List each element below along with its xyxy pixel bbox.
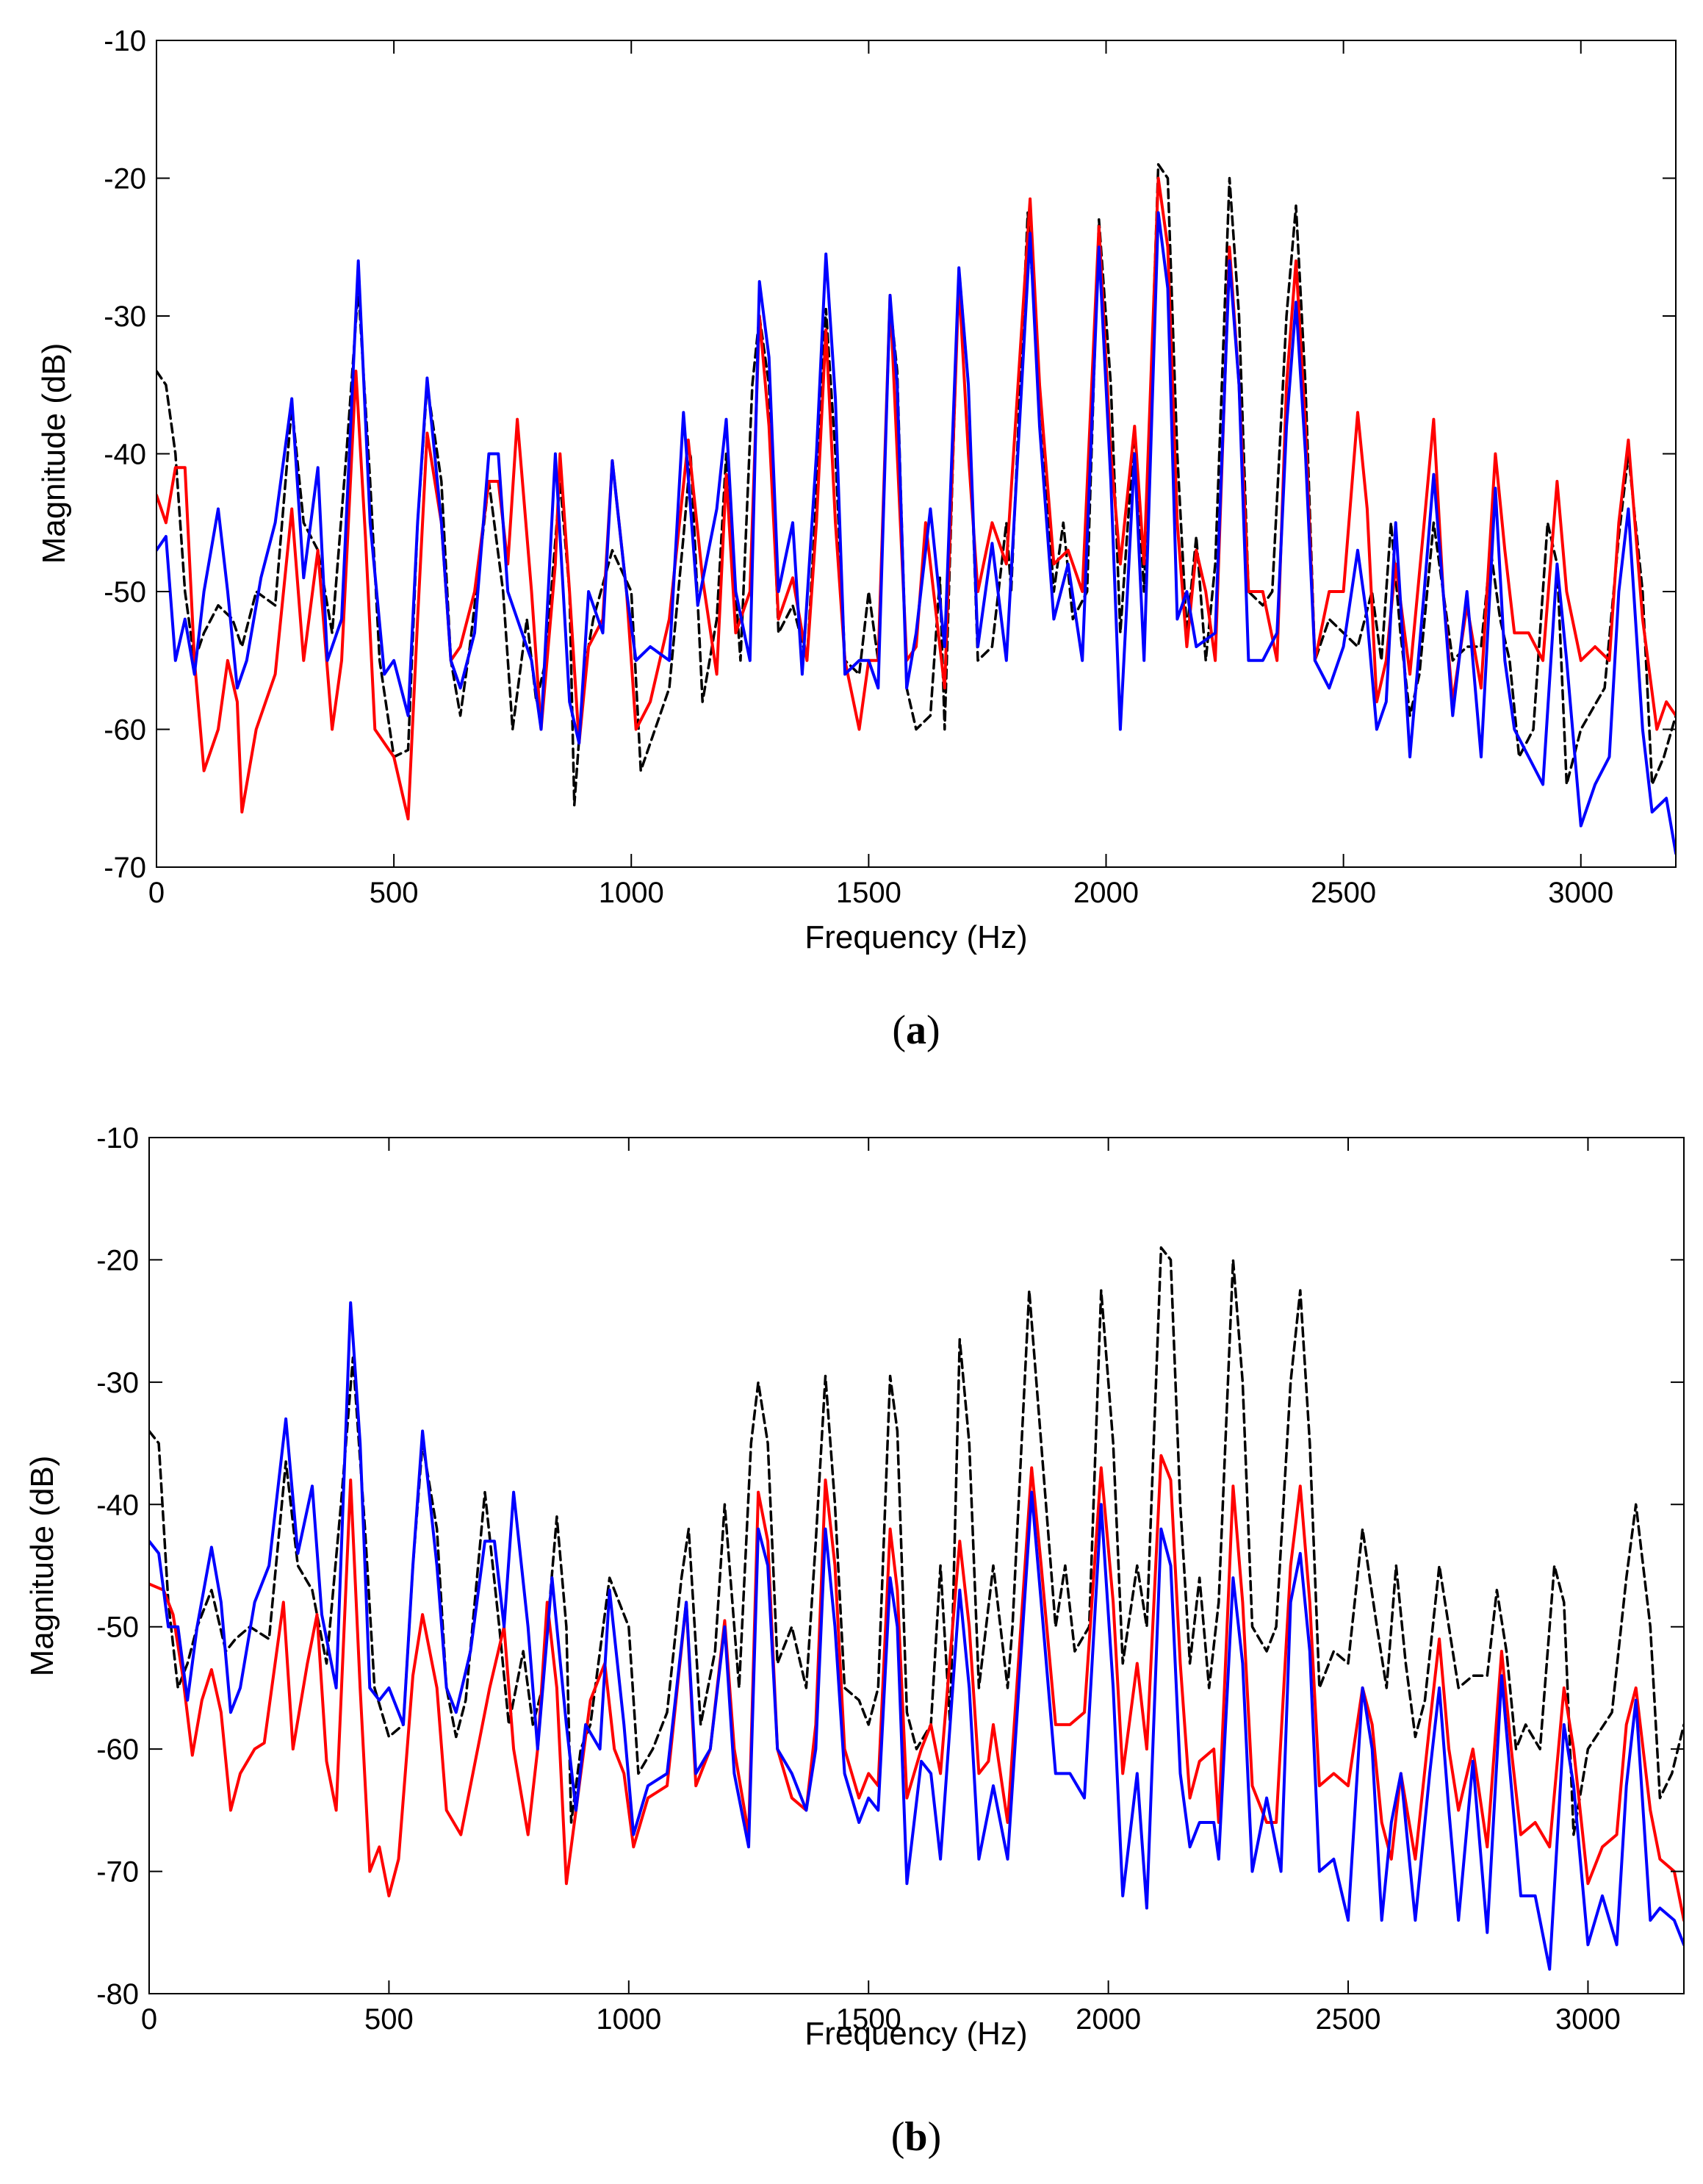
chart-panel-a: 0 500 1000 1500 2000 2500 3000 -70 -60 -50 -40 -30 -… <box>36 25 1677 1053</box>
x-tick-label-500-a: 500 <box>370 877 419 909</box>
y-tick-label--20-a: -20 <box>104 163 146 195</box>
chart-panel-b: 0 500 1000 1500 2000 2500 3000 -80 -70 -60 -50 -40 -… <box>24 1122 1685 2160</box>
series-line-red-solid-b <box>149 1454 1684 1922</box>
plot-area-a <box>156 163 1676 855</box>
y-tick-label--40-a: -40 <box>104 439 146 471</box>
panel-caption-b: (b) <box>891 2114 941 2160</box>
series-line-black-dashed-a <box>156 163 1676 807</box>
series-line-blue-solid-a <box>156 211 1676 855</box>
x-tick-label-2500-b: 2500 <box>1316 2003 1381 2036</box>
panel-caption-letter-a: a <box>906 1007 926 1053</box>
series-line-blue-solid-b <box>149 1301 1684 1971</box>
y-tick-label--60-b: -60 <box>96 1734 139 1766</box>
y-tick-label--50-b: -50 <box>96 1612 139 1644</box>
x-tick-label-3000-a: 3000 <box>1548 877 1613 909</box>
y-axis-title-a: Magnitude (dB) <box>36 343 72 564</box>
x-axis-title-a: Frequency (Hz) <box>804 919 1027 955</box>
x-tick-label-500-b: 500 <box>364 2003 414 2036</box>
x-tick-label-0-b: 0 <box>141 2003 157 2036</box>
plot-area-b <box>149 1246 1684 1971</box>
x-axis-title-b: Frequency (Hz) <box>804 2016 1027 2052</box>
x-tick-label-1000-b: 1000 <box>596 2003 661 2036</box>
y-tick-label--70-b: -70 <box>96 1856 139 1889</box>
x-tick-label-2000-a: 2000 <box>1073 877 1139 909</box>
y-tick-label--30-b: -30 <box>96 1367 139 1399</box>
x-tick-label-0-a: 0 <box>148 877 165 909</box>
y-tick-label--50-a: -50 <box>104 576 146 608</box>
y-tick-label--20-b: -20 <box>96 1244 139 1276</box>
series-line-black-dashed-b <box>149 1246 1684 1836</box>
panel-caption-a: (a) <box>892 1007 940 1053</box>
x-tick-label-2500-a: 2500 <box>1311 877 1376 909</box>
y-tick-label--10-b: -10 <box>96 1122 139 1154</box>
y-tick-label--10-a: -10 <box>104 25 146 57</box>
panel-caption-letter-b: b <box>904 2114 927 2160</box>
series-line-red-solid-a <box>156 176 1676 821</box>
x-tick-label-1500-a: 1500 <box>836 877 901 909</box>
x-tick-label-3000-b: 3000 <box>1555 2003 1621 2036</box>
y-tick-label--70-a: -70 <box>104 852 146 884</box>
axis-ticks-a: 0 500 1000 1500 2000 2500 3000 -70 -60 -50 -40 -30 -… <box>104 25 1676 909</box>
plot-frame-b <box>148 1137 1685 1994</box>
y-tick-label--40-b: -40 <box>96 1489 139 1521</box>
x-tick-label-1500-b: 1500 <box>836 2003 901 2036</box>
axis-ticks-b: 0 500 1000 1500 2000 2500 3000 -80 -70 -60 -50 -40 -… <box>96 1122 1684 2036</box>
x-tick-label-1000-a: 1000 <box>599 877 664 909</box>
y-tick-label--80-b: -80 <box>96 1978 139 2011</box>
y-tick-label--30-a: -30 <box>104 301 146 333</box>
y-tick-label--60-a: -60 <box>104 714 146 747</box>
x-tick-label-2000-b: 2000 <box>1076 2003 1141 2036</box>
y-axis-title-b: Magnitude (dB) <box>24 1456 60 1677</box>
